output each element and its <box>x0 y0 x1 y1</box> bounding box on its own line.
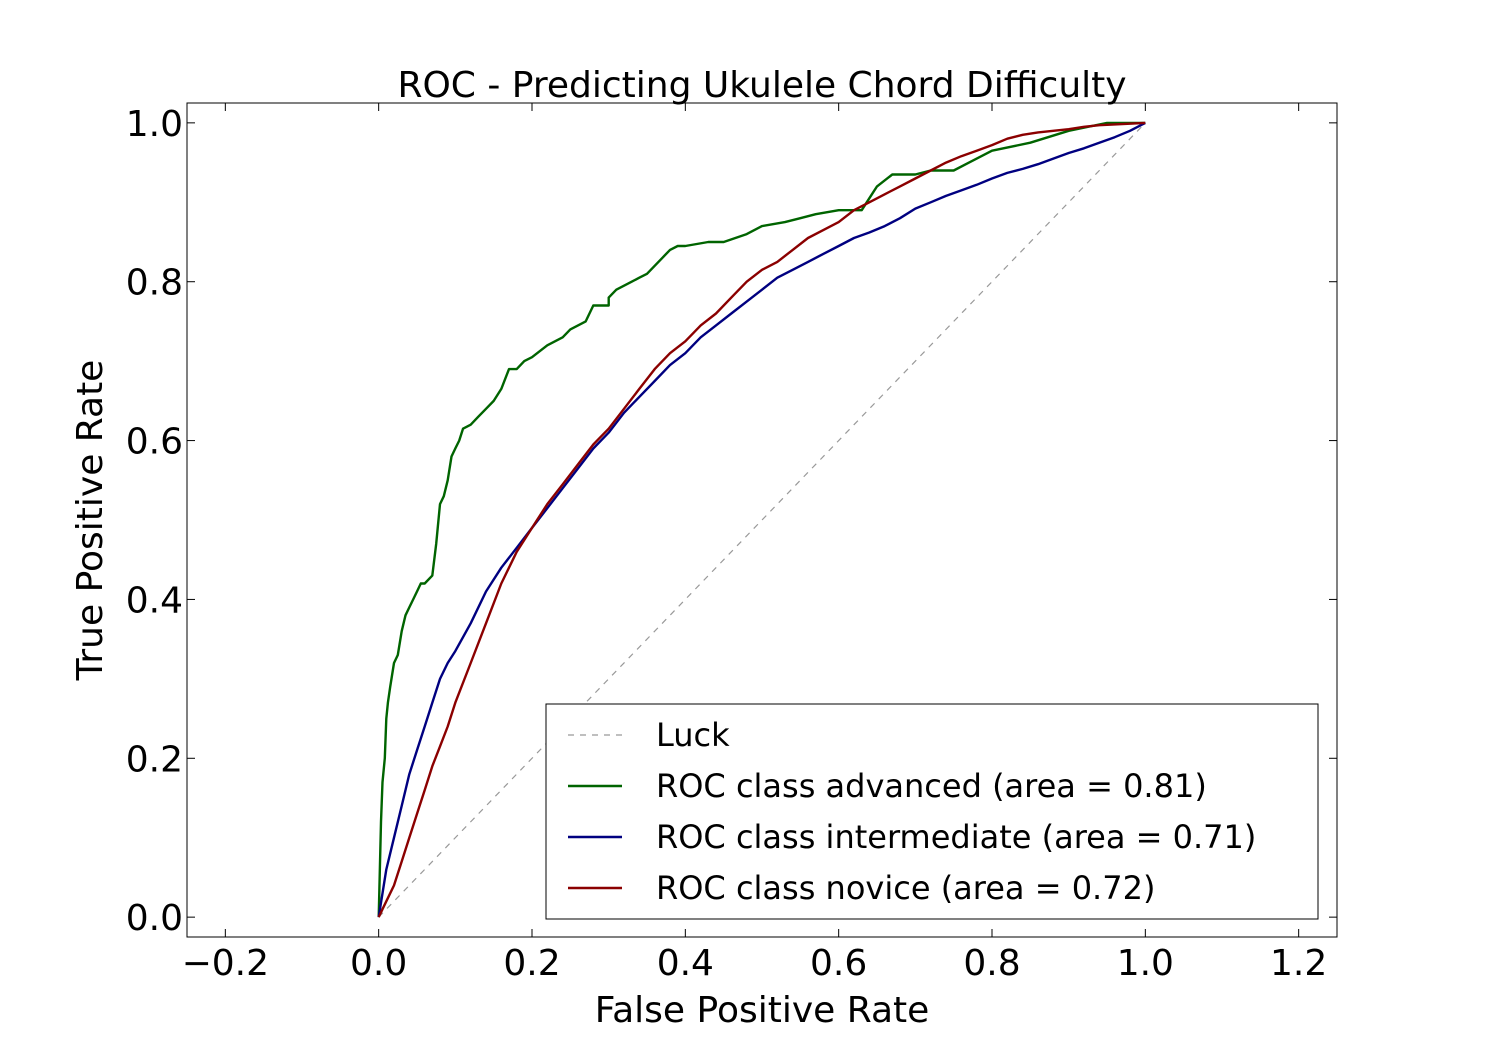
y-tick-label: 0.6 <box>126 422 183 463</box>
y-tick-label: 0.8 <box>126 263 183 304</box>
y-tick-label: 0.4 <box>126 580 183 621</box>
y-axis-label: True Positive Rate <box>70 360 111 682</box>
y-tick-label: 1.0 <box>126 104 183 145</box>
x-tick-label: 1.2 <box>1270 943 1327 984</box>
legend-label: ROC class advanced (area = 0.81) <box>656 767 1207 805</box>
x-axis-label: False Positive Rate <box>595 990 930 1031</box>
axes-frame <box>186 102 1338 938</box>
series-line-2 <box>377 121 1146 918</box>
series-layer <box>377 121 1146 918</box>
x-tick-label: 0.0 <box>350 943 407 984</box>
legend-label: ROC class novice (area = 0.72) <box>656 869 1155 907</box>
series-line-0 <box>378 122 1146 918</box>
x-tick-label: 0.4 <box>657 943 714 984</box>
x-tick-label: 0.2 <box>503 943 560 984</box>
legend-label: ROC class intermediate (area = 0.71) <box>656 818 1256 856</box>
legend-label: Luck <box>656 716 730 754</box>
x-tick-label: −0.2 <box>182 943 269 984</box>
x-tick-label: 0.6 <box>810 943 867 984</box>
x-tick-label: 1.0 <box>1117 943 1174 984</box>
y-tick-label: 0.0 <box>126 898 183 939</box>
x-tick-label: 0.8 <box>963 943 1020 984</box>
legend-box <box>545 703 1319 920</box>
chart-title: ROC - Predicting Ukulele Chord Difficult… <box>397 65 1126 106</box>
y-tick-label: 0.2 <box>126 739 183 780</box>
ticks-layer: −0.2 0.0 0.2 0.4 0.6 0.8 1.0 1.20.00.20.40.60.8… <box>126 103 1337 984</box>
legend: Luck ROC class advanced (area = 0.81) ROC … <box>545 703 1319 920</box>
series-line-3 <box>377 121 1146 918</box>
